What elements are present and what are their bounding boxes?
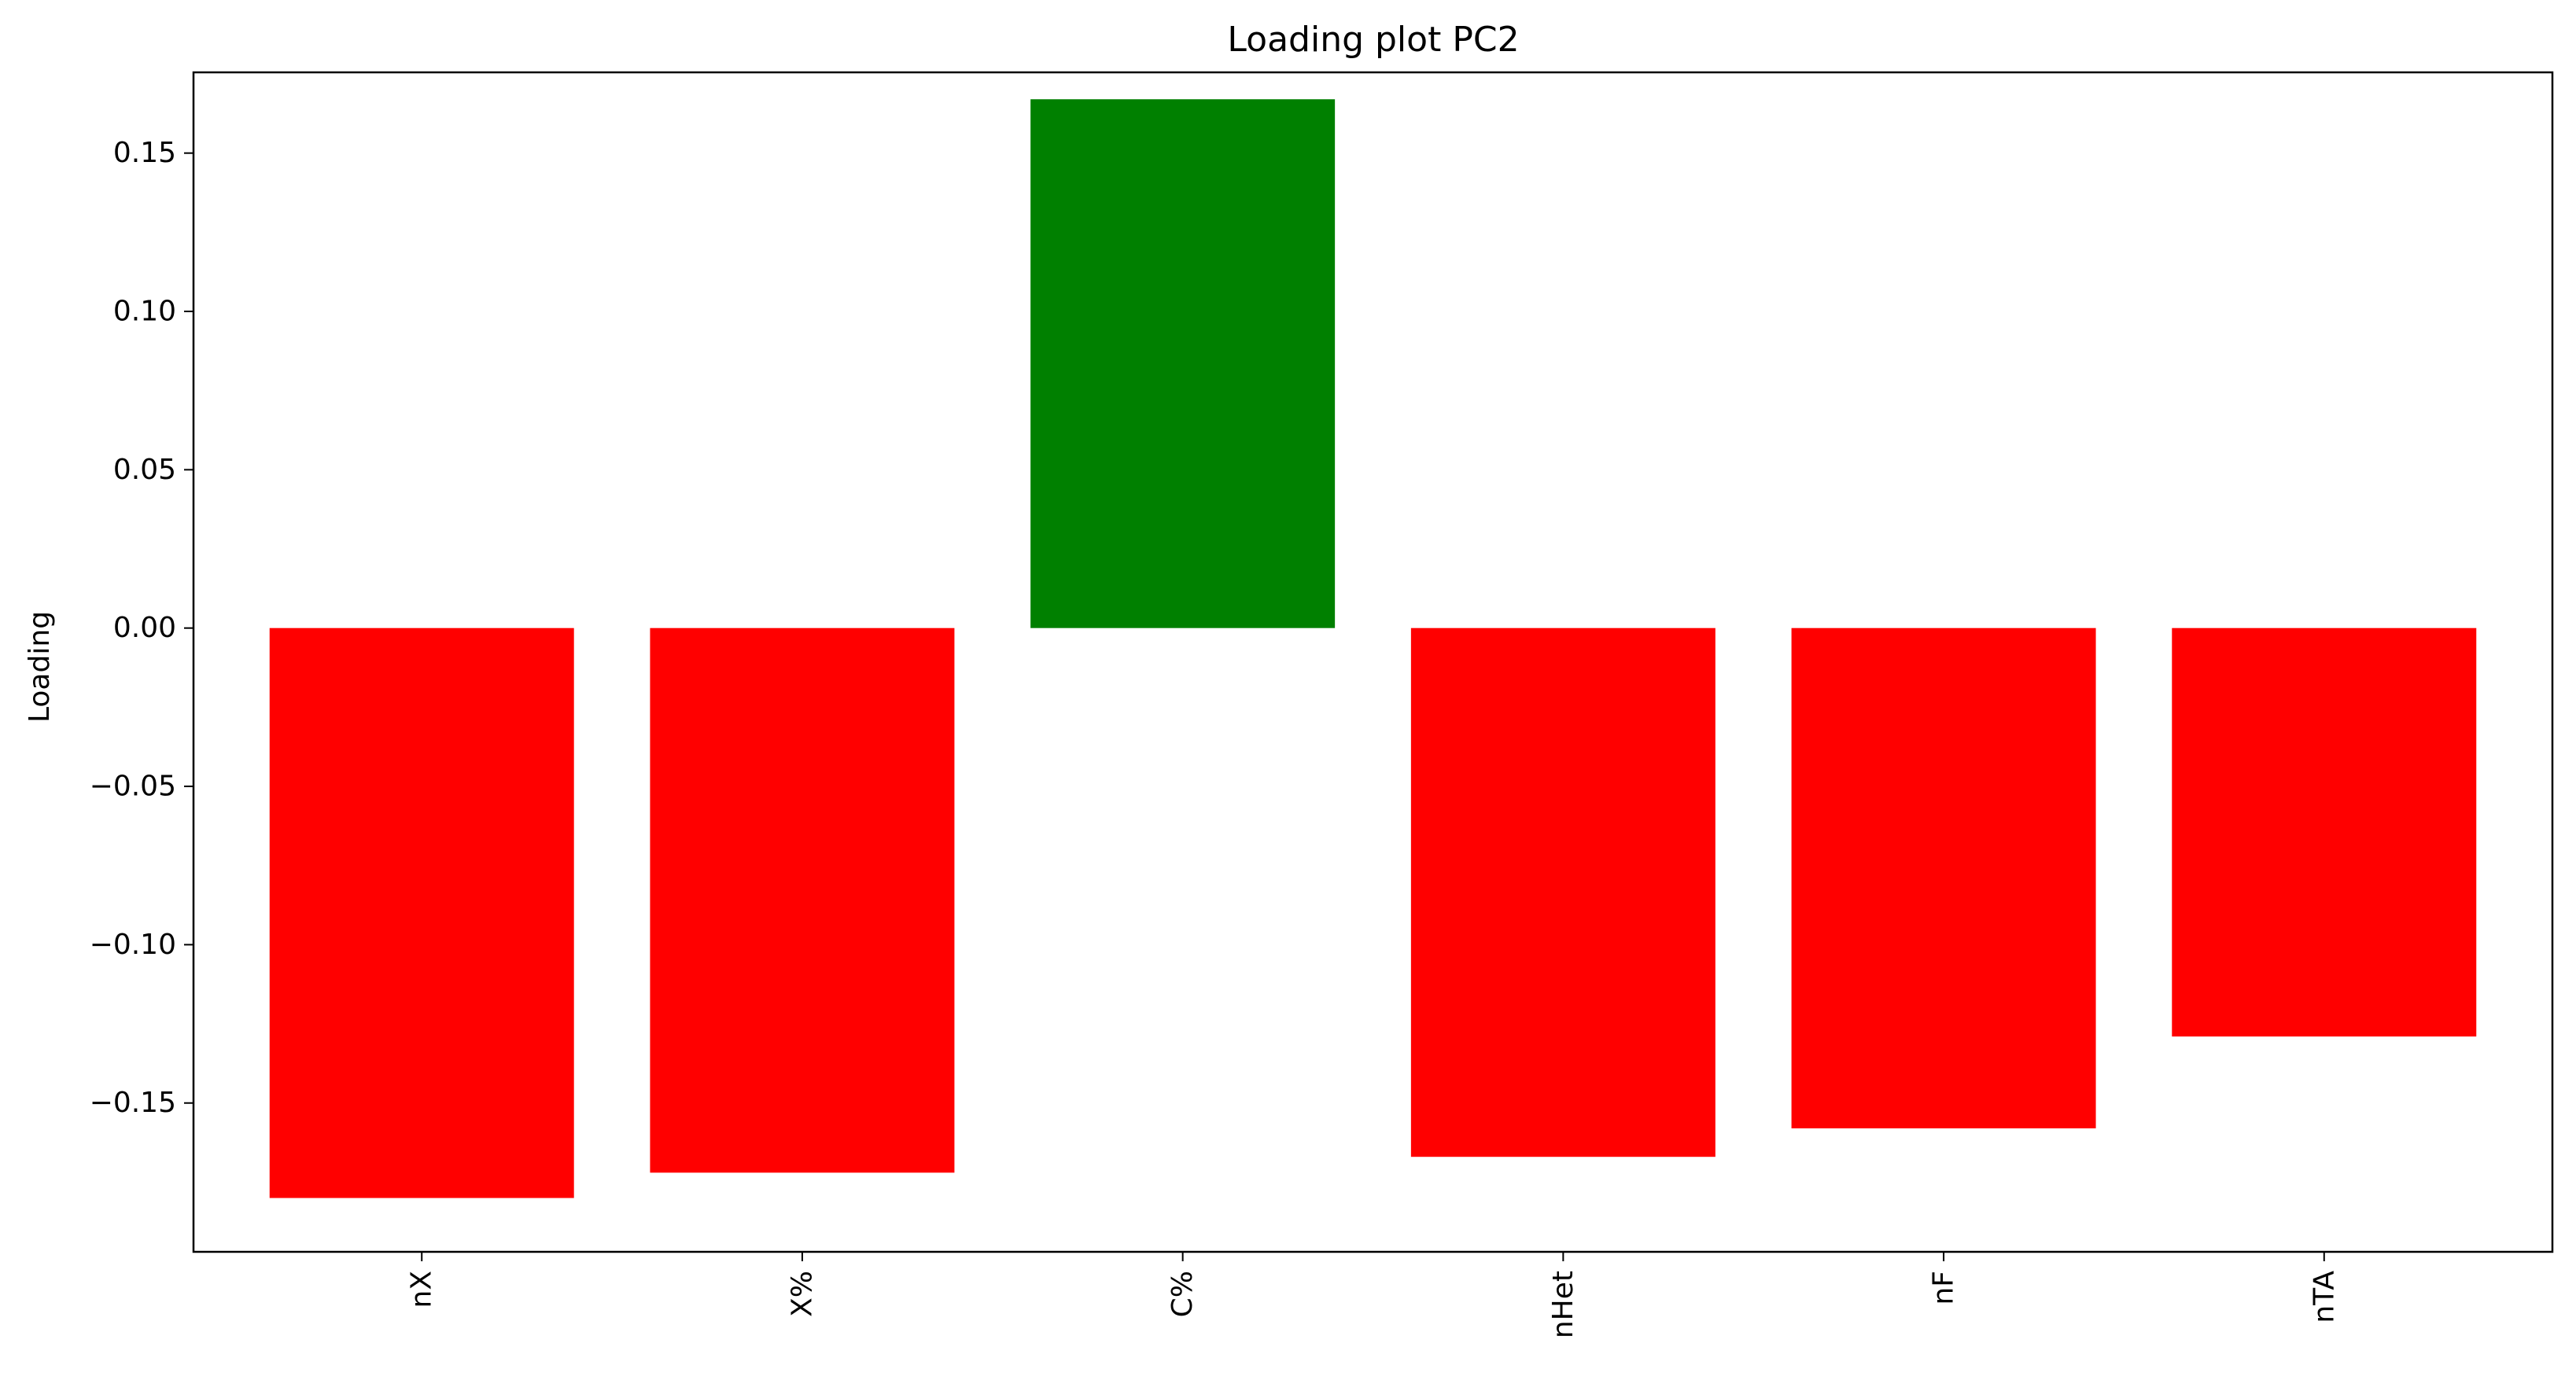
bars-layer (269, 99, 2477, 1198)
y-axis-ticks: 0.15 0.10 0.05 0.00 −0.05 −0.10 −0.15 (90, 137, 193, 1119)
y-tick-label: −0.10 (90, 929, 176, 961)
bar-nX (269, 627, 574, 1198)
bar-nHet (1410, 627, 1715, 1157)
bar-X% (650, 627, 955, 1173)
y-tick-label: 0.15 (113, 137, 176, 169)
x-tick-label: X% (786, 1271, 818, 1317)
y-tick-label: −0.15 (90, 1087, 176, 1119)
x-tick-label: nHet (1547, 1271, 1579, 1338)
x-tick-label: nX (406, 1271, 438, 1308)
y-tick-label: 0.05 (113, 454, 176, 486)
y-tick-label: 0.00 (113, 612, 176, 644)
bar-nTA (2172, 627, 2477, 1037)
bar-C% (1030, 99, 1336, 628)
x-tick-label: nTA (2308, 1271, 2340, 1323)
x-tick-label: nF (1928, 1271, 1960, 1305)
plot-area-frame (192, 71, 2554, 1253)
chart-title: Loading plot PC2 (1227, 20, 1519, 60)
y-axis-label: Loading (24, 611, 56, 723)
y-tick-label: −0.05 (90, 771, 176, 803)
x-tick-label: C% (1166, 1271, 1199, 1317)
bar-nF (1791, 627, 2096, 1128)
y-tick-label: 0.10 (113, 296, 176, 328)
x-axis-ticks: nX X% C% nHet nF nTA (406, 1252, 2340, 1338)
